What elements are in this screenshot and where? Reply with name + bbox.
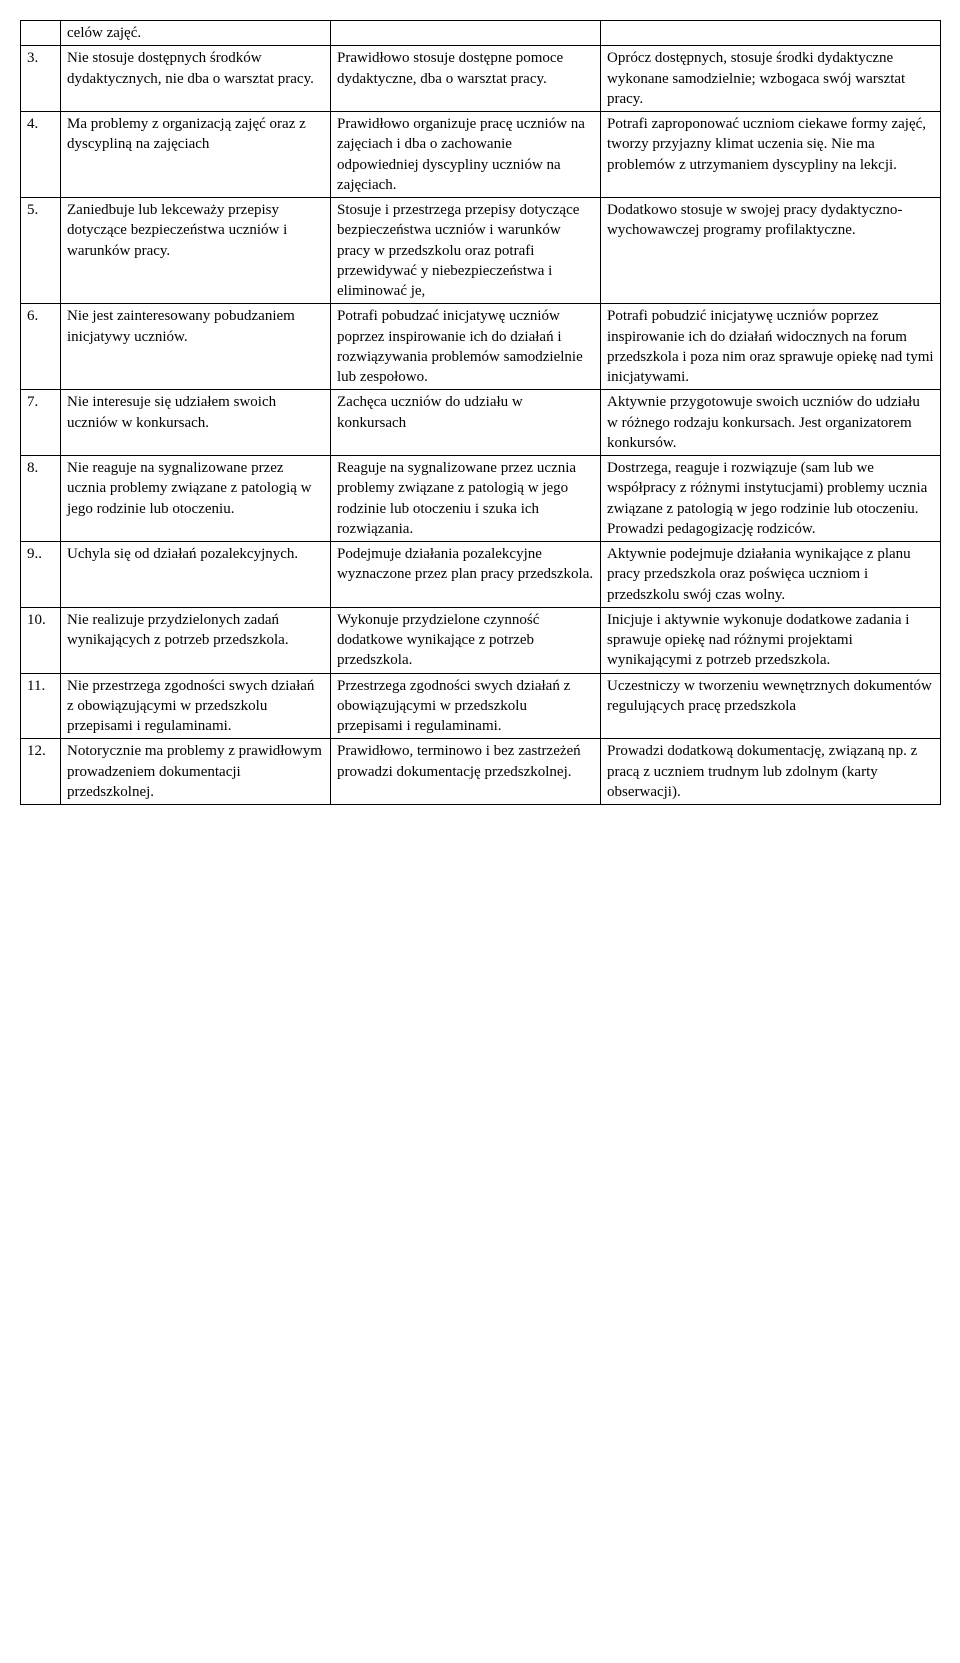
cell-col2: Przestrzega zgodności swych działań z ob… [331, 673, 601, 739]
table-row: 3. Nie stosuje dostępnych środków dydakt… [21, 46, 941, 112]
cell-col1: Zaniedbuje lub lekceważy przepisy dotycz… [61, 198, 331, 304]
row-number: 3. [21, 46, 61, 112]
cell-col2: Wykonuje przydzielone czynność dodatkowe… [331, 607, 601, 673]
table-row: 9.. Uchyla się od działań pozalekcyjnych… [21, 542, 941, 608]
row-number: 7. [21, 390, 61, 456]
cell-col2: Prawidłowo stosuje dostępne pomoce dydak… [331, 46, 601, 112]
row-number [21, 21, 61, 46]
cell-col1: Ma problemy z organizacją zajęć oraz z d… [61, 112, 331, 198]
row-number: 12. [21, 739, 61, 805]
cell-col1: Nie reaguje na sygnalizowane przez uczni… [61, 456, 331, 542]
row-number: 5. [21, 198, 61, 304]
cell-col2: Prawidłowo organizuje pracę uczniów na z… [331, 112, 601, 198]
table-row: 7. Nie interesuje się udziałem swoich uc… [21, 390, 941, 456]
row-number: 6. [21, 304, 61, 390]
cell-col3: Dostrzega, reaguje i rozwiązuje (sam lub… [601, 456, 941, 542]
cell-col1: Nie jest zainteresowany pobudzaniem inic… [61, 304, 331, 390]
cell-col1: Nie realizuje przydzielonych zadań wynik… [61, 607, 331, 673]
cell-col3: Aktywnie podejmuje działania wynikające … [601, 542, 941, 608]
cell-col1: Uchyla się od działań pozalekcyjnych. [61, 542, 331, 608]
cell-col2: Potrafi pobudzać inicjatywę uczniów popr… [331, 304, 601, 390]
table-row: 11. Nie przestrzega zgodności swych dzia… [21, 673, 941, 739]
cell-col2 [331, 21, 601, 46]
cell-col1: celów zajęć. [61, 21, 331, 46]
cell-col3: Uczestniczy w tworzeniu wewnętrznych dok… [601, 673, 941, 739]
row-number: 9.. [21, 542, 61, 608]
cell-col3: Prowadzi dodatkową dokumentację, związan… [601, 739, 941, 805]
cell-col2: Stosuje i przestrzega przepisy dotyczące… [331, 198, 601, 304]
table-row: 6. Nie jest zainteresowany pobudzaniem i… [21, 304, 941, 390]
cell-col1: Nie interesuje się udziałem swoich uczni… [61, 390, 331, 456]
cell-col1: Nie przestrzega zgodności swych działań … [61, 673, 331, 739]
criteria-table: celów zajęć. 3. Nie stosuje dostępnych ś… [20, 20, 941, 805]
cell-col1: Nie stosuje dostępnych środków dydaktycz… [61, 46, 331, 112]
row-number: 11. [21, 673, 61, 739]
table-body: celów zajęć. 3. Nie stosuje dostępnych ś… [21, 21, 941, 805]
cell-col3 [601, 21, 941, 46]
table-row: 8. Nie reaguje na sygnalizowane przez uc… [21, 456, 941, 542]
cell-col2: Reaguje na sygnalizowane przez ucznia pr… [331, 456, 601, 542]
table-row: celów zajęć. [21, 21, 941, 46]
row-number: 8. [21, 456, 61, 542]
cell-col3: Oprócz dostępnych, stosuje środki dydakt… [601, 46, 941, 112]
row-number: 4. [21, 112, 61, 198]
cell-col3: Aktywnie przygotowuje swoich uczniów do … [601, 390, 941, 456]
cell-col3: Potrafi zaproponować uczniom ciekawe for… [601, 112, 941, 198]
cell-col2: Podejmuje działania pozalekcyjne wyznacz… [331, 542, 601, 608]
cell-col3: Inicjuje i aktywnie wykonuje dodatkowe z… [601, 607, 941, 673]
row-number: 10. [21, 607, 61, 673]
cell-col2: Prawidłowo, terminowo i bez zastrzeżeń p… [331, 739, 601, 805]
table-row: 4. Ma problemy z organizacją zajęć oraz … [21, 112, 941, 198]
cell-col2: Zachęca uczniów do udziału w konkursach [331, 390, 601, 456]
cell-col1: Notorycznie ma problemy z prawidłowym pr… [61, 739, 331, 805]
cell-col3: Potrafi pobudzić inicjatywę uczniów popr… [601, 304, 941, 390]
table-row: 10. Nie realizuje przydzielonych zadań w… [21, 607, 941, 673]
table-row: 12. Notorycznie ma problemy z prawidłowy… [21, 739, 941, 805]
cell-col3: Dodatkowo stosuje w swojej pracy dydakty… [601, 198, 941, 304]
table-row: 5. Zaniedbuje lub lekceważy przepisy dot… [21, 198, 941, 304]
